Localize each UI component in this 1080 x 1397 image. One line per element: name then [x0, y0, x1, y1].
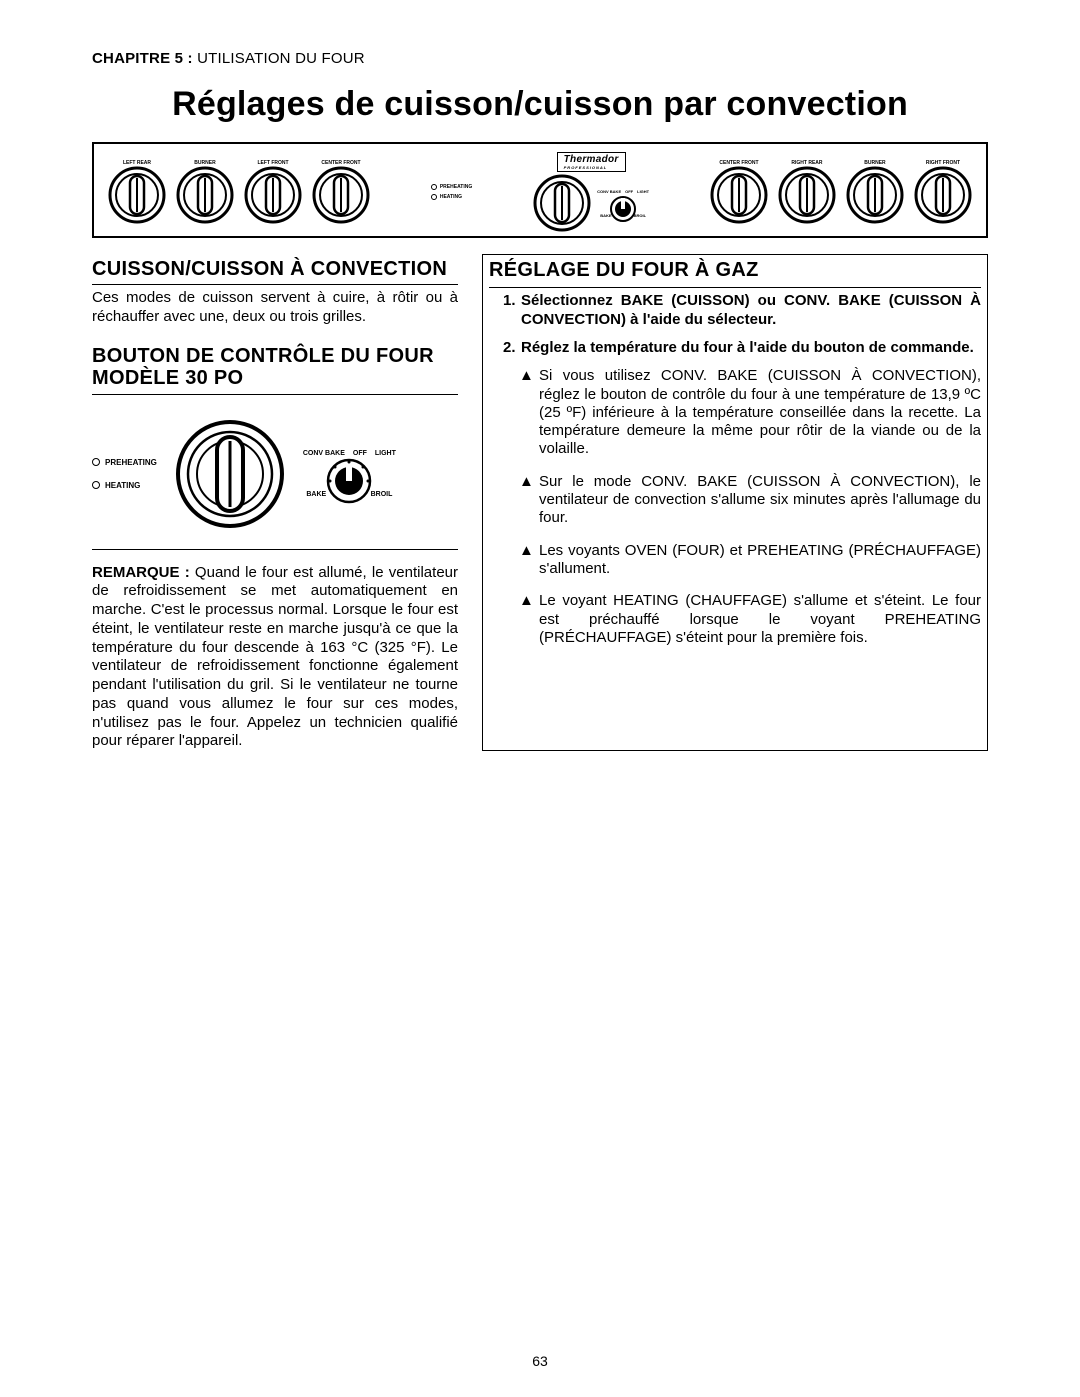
- section-title-convection: CUISSON/CUISSON À CONVECTION: [92, 258, 458, 280]
- note-text: Sur le mode CONV. BAKE (CUISSON À CONVEC…: [539, 473, 981, 528]
- sel-label: BAKE: [600, 213, 611, 218]
- step-text: Sélectionnez BAKE (CUISSON) ou CONV. BAK…: [521, 292, 981, 329]
- chapter-rest: UTILISATION DU FOUR: [193, 50, 365, 67]
- led-icon: [431, 184, 437, 190]
- burner-knob-icon: [914, 166, 972, 224]
- step-text: Réglez la température du four à l'aide d…: [521, 339, 974, 357]
- sel-label: OFF: [353, 450, 367, 457]
- burner-knob-icon: [108, 166, 166, 224]
- page: CHAPITRE 5 : UTILISATION DU FOUR Réglage…: [0, 0, 1080, 1397]
- control-panel-diagram: LEFT REAR BURNER LEFT FRONT CENTER FRONT…: [92, 142, 988, 238]
- page-title: Réglages de cuisson/cuisson par convecti…: [92, 85, 988, 124]
- sel-label: CONV BAKE: [597, 189, 621, 194]
- led-label: HEATING: [440, 194, 462, 200]
- led-icon: [431, 194, 437, 200]
- convection-desc: Ces modes de cuisson servent à cuire, à …: [92, 289, 458, 327]
- step-item: 2.Réglez la température du four à l'aide…: [503, 339, 981, 357]
- burner-knob-icon: [176, 166, 234, 224]
- steps-list: 1.Sélectionnez BAKE (CUISSON) ou CONV. B…: [503, 292, 981, 357]
- note-item: ▲Le voyant HEATING (CHAUFFAGE) s'allume …: [519, 592, 981, 647]
- triangle-icon: ▲: [519, 367, 539, 458]
- oven-knob-large-icon: [175, 419, 285, 529]
- sel-label: CONV BAKE: [303, 450, 345, 457]
- page-number: 63: [0, 1353, 1080, 1369]
- burner-knob-icon: [778, 166, 836, 224]
- note-text: Le voyant HEATING (CHAUFFAGE) s'allume e…: [539, 592, 981, 647]
- led-label: PREHEATING: [105, 458, 157, 467]
- led-label: PREHEATING: [440, 184, 472, 190]
- divider: [92, 549, 458, 550]
- right-knob-group: CENTER FRONT RIGHT REAR BURNER RIGHT FRO…: [710, 160, 972, 224]
- led-label: HEATING: [105, 481, 140, 490]
- note-text: Si vous utilisez CONV. BAKE (CUISSON À C…: [539, 367, 981, 458]
- chapter-header: CHAPITRE 5 : UTILISATION DU FOUR: [92, 50, 988, 67]
- left-knob-group: LEFT REAR BURNER LEFT FRONT CENTER FRONT: [108, 160, 370, 224]
- remark-label: REMARQUE :: [92, 564, 190, 581]
- right-column: RÉGLAGE DU FOUR À GAZ 1.Sélectionnez BAK…: [482, 254, 988, 751]
- sel-label: BAKE: [306, 491, 326, 498]
- step-item: 1.Sélectionnez BAKE (CUISSON) ou CONV. B…: [503, 292, 981, 329]
- divider: [92, 284, 458, 285]
- section-title-gas: RÉGLAGE DU FOUR À GAZ: [489, 259, 981, 281]
- panel-center: Thermador PROFESSIONAL CONV BAKE OFF LIGHT…: [533, 152, 649, 232]
- content-columns: CUISSON/CUISSON À CONVECTION Ces modes d…: [92, 254, 988, 751]
- burner-knob-icon: [244, 166, 302, 224]
- brand-subtitle: PROFESSIONAL: [564, 165, 619, 170]
- knob-figure: PREHEATING HEATING CONV BAKE OFF LIGHT: [92, 419, 458, 529]
- brand-plate: Thermador PROFESSIONAL: [557, 152, 626, 172]
- divider: [489, 287, 981, 288]
- led-icon: [92, 458, 100, 466]
- figure-selector: CONV BAKE OFF LIGHT BAKE BROIL: [303, 450, 396, 498]
- section-title-knob30: BOUTON DE CONTRÔLE DU FOUR MODÈLE 30 PO: [92, 345, 458, 390]
- figure-leds: PREHEATING HEATING: [92, 458, 157, 490]
- sel-label: OFF: [625, 189, 633, 194]
- note-text: Les voyants OVEN (FOUR) et PREHEATING (P…: [539, 542, 981, 579]
- sel-label: BROIL: [634, 213, 646, 218]
- oven-knob-icon: [533, 174, 591, 232]
- selector-block: CONV BAKE OFF LIGHT BAKE BROIL: [597, 189, 649, 218]
- divider: [92, 394, 458, 395]
- note-item: ▲Les voyants OVEN (FOUR) et PREHEATING (…: [519, 542, 981, 579]
- notes-list: ▲Si vous utilisez CONV. BAKE (CUISSON À …: [519, 367, 981, 647]
- note-item: ▲Si vous utilisez CONV. BAKE (CUISSON À …: [519, 367, 981, 458]
- led-icon: [92, 481, 100, 489]
- burner-knob-icon: [312, 166, 370, 224]
- sel-label: LIGHT: [375, 450, 396, 457]
- chapter-bold: CHAPITRE 5 :: [92, 50, 193, 67]
- sel-label: LIGHT: [637, 189, 649, 194]
- brand-name: Thermador: [564, 154, 619, 165]
- left-column: CUISSON/CUISSON À CONVECTION Ces modes d…: [92, 254, 458, 751]
- step-number: 2.: [503, 339, 521, 357]
- remark-text: Quand le four est allumé, le ventilateur…: [92, 564, 458, 750]
- triangle-icon: ▲: [519, 592, 539, 647]
- triangle-icon: ▲: [519, 473, 539, 528]
- burner-knob-icon: [846, 166, 904, 224]
- triangle-icon: ▲: [519, 542, 539, 579]
- remark-paragraph: REMARQUE : Quand le four est allumé, le …: [92, 564, 458, 752]
- sel-label: BROIL: [371, 491, 393, 498]
- note-item: ▲Sur le mode CONV. BAKE (CUISSON À CONVE…: [519, 473, 981, 528]
- burner-knob-icon: [710, 166, 768, 224]
- selector-knob-icon: [609, 195, 637, 223]
- step-number: 1.: [503, 292, 521, 329]
- panel-leds: PREHEATING HEATING: [431, 184, 472, 200]
